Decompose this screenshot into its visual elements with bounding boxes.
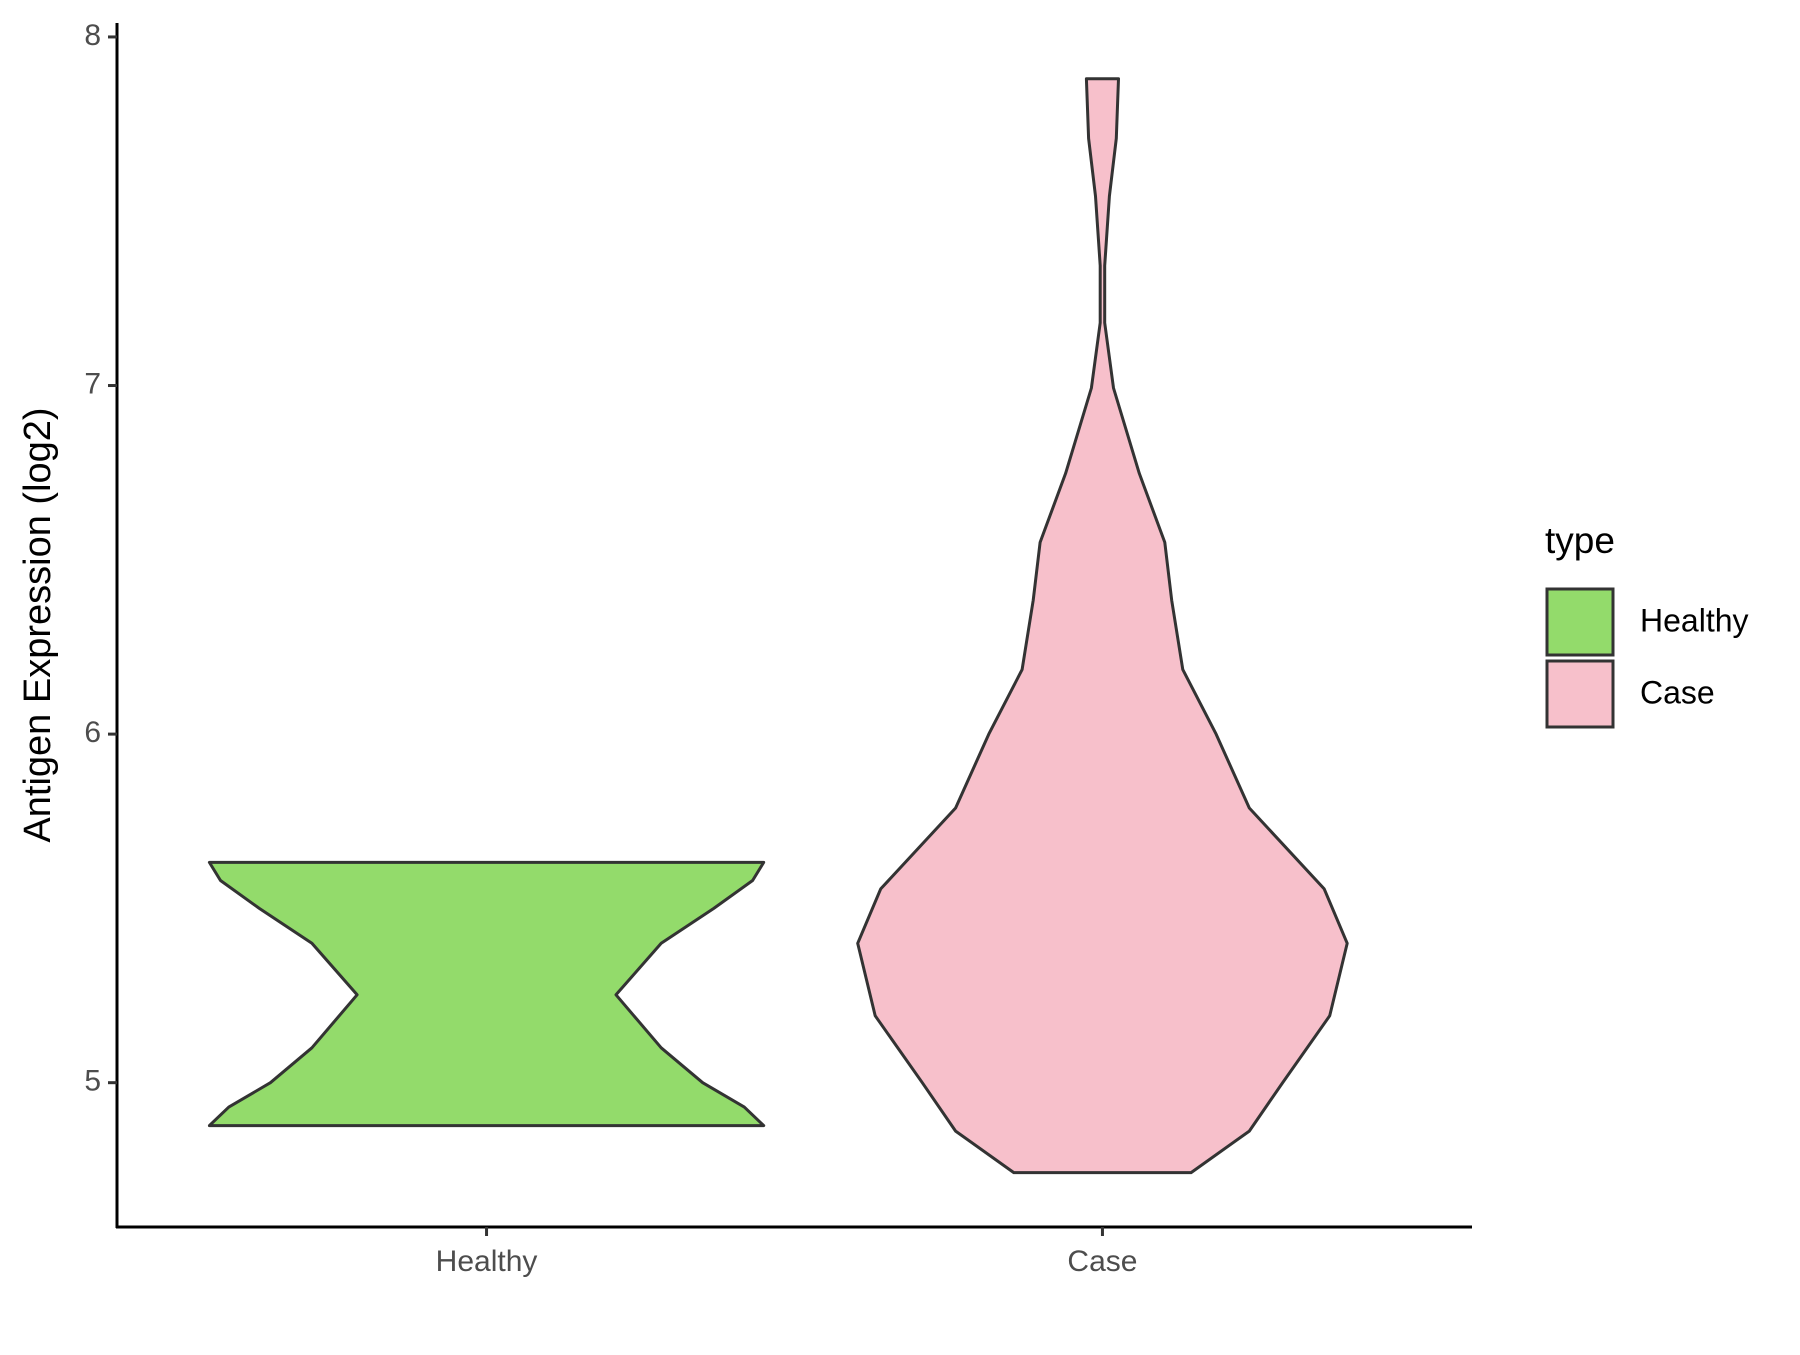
violin	[207, 860, 766, 1128]
y-tick-label: 7	[84, 367, 101, 400]
y-tick-label: 6	[84, 716, 101, 749]
legend-label: Healthy	[1640, 602, 1749, 638]
y-axis-title: Antigen Expression (log2)	[17, 407, 59, 842]
x-tick-label: Case	[1067, 1245, 1137, 1278]
x-tick-label: Healthy	[436, 1245, 538, 1278]
violin	[856, 77, 1349, 1175]
legend-label: Case	[1640, 674, 1715, 710]
legend-title: type	[1545, 520, 1615, 561]
y-tick-label: 5	[84, 1065, 101, 1098]
legend-key	[1545, 659, 1615, 729]
y-tick-label: 8	[84, 19, 101, 52]
legend-key	[1545, 587, 1615, 657]
